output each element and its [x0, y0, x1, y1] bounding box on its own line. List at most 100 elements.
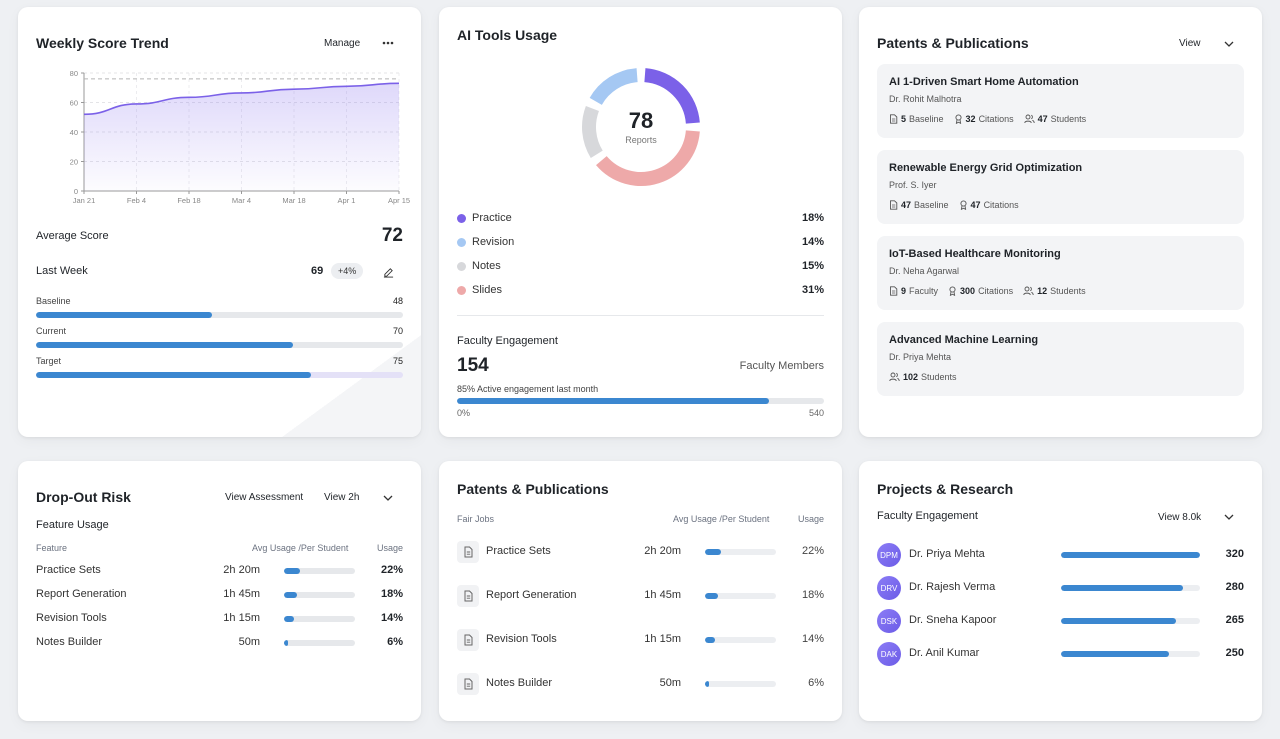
- feature-usage-bar: [284, 568, 355, 574]
- bar-fill: [36, 372, 312, 378]
- job-name[interactable]: Practice Sets: [486, 545, 551, 557]
- feature-usage-fill: [284, 640, 289, 646]
- bar-value: 70: [392, 326, 403, 336]
- publication-title: Renewable Energy Grid Optimization: [889, 162, 1083, 174]
- y-tick-label: 80: [70, 69, 78, 78]
- publication-item[interactable]: Advanced Machine Learning Dr. Priya Mehta…: [877, 322, 1244, 396]
- donut-slice-slides: [596, 130, 700, 186]
- faculty-name[interactable]: Dr. Anil Kumar: [909, 647, 980, 659]
- column-fair-jobs: Fair Jobs: [457, 514, 495, 524]
- publication-stats: 5 Baseline 32 Citations 47 Students: [889, 114, 1086, 124]
- feature-time: 1h 15m: [223, 612, 260, 624]
- faculty-name[interactable]: Dr. Priya Mehta: [909, 548, 985, 560]
- average-score-value: 72: [381, 225, 403, 246]
- card-title: Patents & Publications: [457, 481, 609, 497]
- faculty-engagement-value: 154: [457, 355, 489, 376]
- legend-percent: 15%: [801, 260, 824, 272]
- publication-item[interactable]: IoT-Based Healthcare Monitoring Dr. Neha …: [877, 236, 1244, 310]
- faculty-name[interactable]: Dr. Sneha Kapoor: [909, 614, 997, 626]
- feature-name: Report Generation: [36, 588, 127, 600]
- publication-stats: 9 Faculty 300 Citations 12 Students: [889, 286, 1086, 296]
- job-name[interactable]: Report Generation: [486, 589, 577, 601]
- column-avg-usage: Avg Usage /Per Student: [252, 543, 349, 553]
- donut-slice-practice: [644, 68, 700, 124]
- legend-dot: [457, 286, 466, 295]
- view-assessment-button[interactable]: View Assessment: [225, 492, 304, 503]
- change-badge: +4%: [331, 263, 364, 279]
- faculty-engagement-fill: [1061, 618, 1177, 624]
- stat-number: 102: [903, 372, 919, 382]
- donut-label: Reports: [625, 135, 657, 145]
- bar-track: [36, 372, 403, 378]
- chevron-down-icon[interactable]: [1221, 509, 1237, 525]
- column-usage: Usage: [797, 514, 824, 524]
- stat-number: 300: [960, 286, 976, 296]
- avatar: DRV: [877, 576, 901, 600]
- engagement-text: 85% Active engagement last month: [457, 384, 599, 394]
- view-2h-button[interactable]: View 2h: [324, 492, 360, 503]
- donut-value: 78: [628, 108, 654, 133]
- feature-usage-fill: [284, 568, 300, 574]
- average-score-label: Average Score: [36, 230, 109, 242]
- document-icon: [457, 541, 479, 563]
- feature-name: Notes Builder: [36, 636, 103, 648]
- weekly-score-card: Weekly Score Trend Manage 0 20 40 60 80 Jan …: [18, 7, 421, 437]
- publication-item[interactable]: AI 1-Driven Smart Home Automation Dr. Roh…: [877, 64, 1244, 138]
- feature-name: Practice Sets: [36, 564, 101, 576]
- stat-number: 47: [970, 200, 981, 210]
- card-title: AI Tools Usage: [457, 27, 558, 43]
- card-title: Patents & Publications: [877, 35, 1029, 51]
- legend-label: Notes: [472, 260, 501, 272]
- card-title: Projects & Research: [877, 481, 1014, 497]
- award-icon: [959, 200, 968, 210]
- faculty-value: 265: [1225, 614, 1244, 626]
- publication-author: Dr. Rohit Malhotra: [889, 94, 962, 104]
- feature-usage-bar: [284, 592, 355, 598]
- edit-icon[interactable]: [380, 264, 396, 280]
- bar-track: [36, 312, 403, 318]
- more-horizontal-icon[interactable]: [380, 35, 396, 51]
- chevron-down-icon[interactable]: [380, 490, 396, 506]
- x-tick-label: Mar 4: [232, 196, 251, 205]
- publication-stats: 47 Baseline 47 Citations: [889, 200, 1019, 210]
- job-usage-fill: [705, 681, 710, 687]
- legend-dot: [457, 238, 466, 247]
- last-week-value: 69: [311, 265, 324, 277]
- publication-item[interactable]: Renewable Energy Grid Optimization Prof. …: [877, 150, 1244, 224]
- job-usage-bar: [705, 637, 776, 643]
- faculty-engagement-label: Faculty Engagement: [457, 335, 558, 347]
- patents-publications-card: Patents & Publications View AI 1-Driven …: [859, 7, 1262, 437]
- stat-label: Citations: [978, 114, 1014, 124]
- chevron-down-icon[interactable]: [1221, 36, 1237, 52]
- stat-label: Citations: [978, 286, 1014, 296]
- dropout-risk-card: Drop-Out Risk View Assessment View 2h Fe…: [18, 461, 421, 721]
- donut-slice-notes: [582, 105, 603, 158]
- users-icon: [1023, 114, 1035, 124]
- legend-label: Revision: [472, 236, 515, 248]
- feature-time: 50m: [238, 636, 260, 648]
- job-name[interactable]: Notes Builder: [486, 677, 553, 689]
- stat-number: 32: [965, 114, 976, 124]
- publication-author: Dr. Priya Mehta: [889, 352, 952, 362]
- donut-slice-revision: [589, 68, 638, 106]
- faculty-engagement-bar: [1061, 651, 1200, 657]
- x-tick-label: Jan 21: [73, 196, 96, 205]
- card-title: Drop-Out Risk: [36, 489, 131, 505]
- view-button[interactable]: View: [1179, 38, 1201, 49]
- job-name[interactable]: Revision Tools: [486, 633, 557, 645]
- feature-usage-fill: [284, 592, 297, 598]
- faculty-value: 250: [1225, 647, 1244, 659]
- legend-percent: 31%: [801, 284, 824, 296]
- manage-button[interactable]: Manage: [324, 38, 361, 49]
- view-8k-button[interactable]: View 8.0k: [1158, 512, 1202, 523]
- job-percent: 14%: [801, 633, 824, 645]
- bar-value: 48: [392, 296, 403, 306]
- publication-title: IoT-Based Healthcare Monitoring: [889, 248, 1061, 260]
- faculty-name[interactable]: Dr. Rajesh Verma: [909, 581, 996, 593]
- users-icon: [1023, 286, 1034, 296]
- stat-label: Students: [921, 372, 957, 382]
- feature-percent: 18%: [380, 588, 403, 600]
- file-icon: [889, 286, 898, 296]
- stat-label: Students: [1050, 114, 1087, 124]
- column-feature: Feature: [36, 543, 68, 553]
